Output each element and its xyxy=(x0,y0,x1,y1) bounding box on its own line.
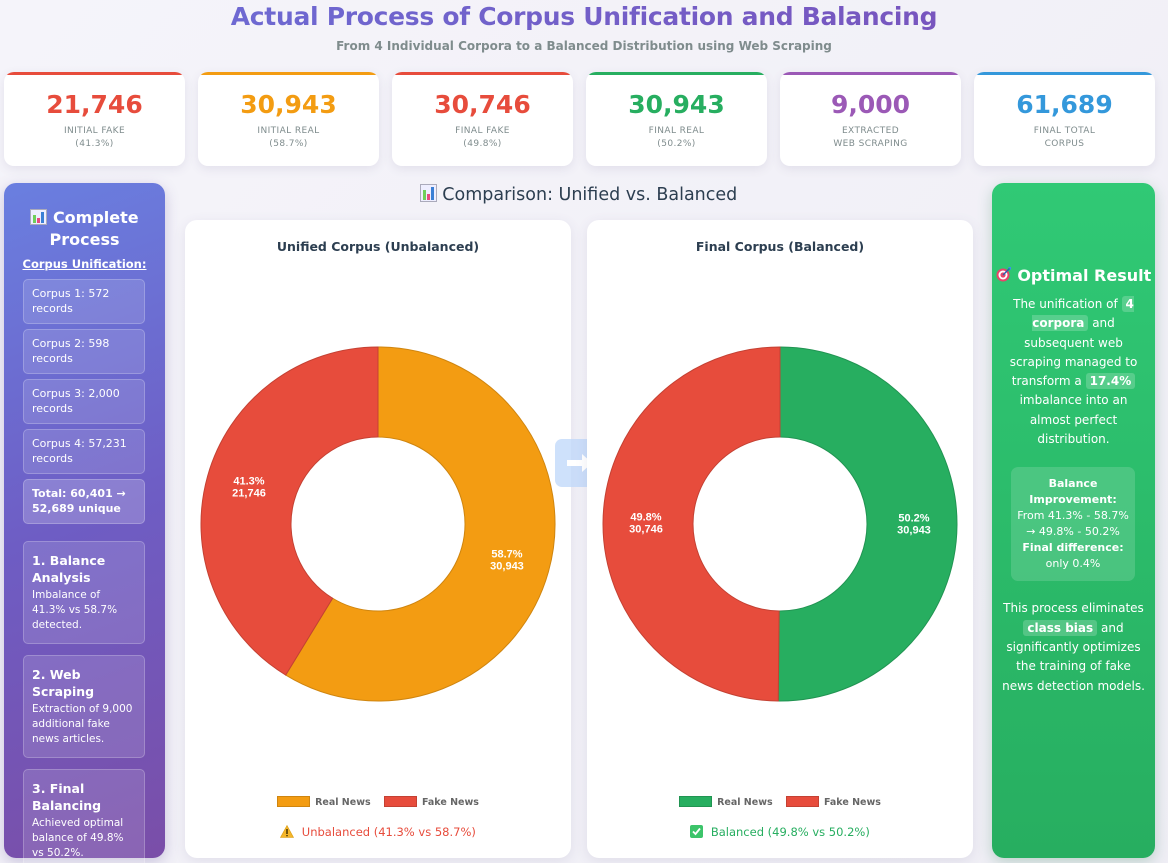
step-description: Imbalance of 41.3% vs 58.7% detected. xyxy=(32,589,118,631)
stat-card-final-real: 30,943 FINAL REAL (50.2%) xyxy=(586,72,767,166)
check-icon xyxy=(690,825,707,839)
corpus-item: Corpus 4: 57,231 records xyxy=(23,429,145,474)
donut-slice-fake-news[interactable] xyxy=(200,346,379,676)
page-title: Actual Process of Corpus Unification and… xyxy=(0,2,1168,31)
chart-legend: Real News Fake News xyxy=(587,796,973,808)
result-summary: The unification of 4 corpora and subsequ… xyxy=(1009,296,1138,447)
stat-accent-bar xyxy=(586,72,767,75)
legend-swatch xyxy=(785,796,819,807)
legend-item-real[interactable]: Real News xyxy=(679,796,773,808)
donut-slice-real-news[interactable] xyxy=(285,346,556,702)
result-title: Optimal Result xyxy=(992,265,1155,287)
stat-accent-bar xyxy=(974,72,1155,75)
corpus-item: Corpus 1: 572 records xyxy=(23,279,145,324)
donut-slice-real-news[interactable] xyxy=(777,346,958,702)
stat-card-initial-real: 30,943 INITIAL REAL (58.7%) xyxy=(198,72,379,166)
step-title: 3. Final Balancing xyxy=(32,781,102,813)
stat-accent-bar xyxy=(780,72,961,75)
difference-text: only 0.4% xyxy=(1045,557,1101,571)
chart-panel-balanced: Final Corpus (Balanced) 50.2% 30,943 49.8%… xyxy=(587,220,973,858)
process-step: 1. Balance Analysis Imbalance of 41.3% v… xyxy=(23,541,145,644)
corpus-total: Total: 60,401 → 52,689 unique xyxy=(23,479,145,524)
balance-status: Balanced (49.8% vs 50.2%) xyxy=(587,825,973,839)
chart-panel-unified: Unified Corpus (Unbalanced) 58.7% 30,943 4… xyxy=(185,220,571,858)
stats-row: 21,746 INITIAL FAKE (41.3%) 30,943 INITIA… xyxy=(4,72,1166,166)
donut-slice-fake-news[interactable] xyxy=(602,346,781,702)
stat-card-final-total: 61,689 FINAL TOTAL CORPUS xyxy=(974,72,1155,166)
balance-improvement-box: Balance Improvement: From 41.3% - 58.7% … xyxy=(1011,467,1135,582)
legend-item-real[interactable]: Real News xyxy=(277,796,371,808)
highlight-class-bias: class bias xyxy=(1023,619,1098,636)
process-panel: Complete Process Corpus Unification: Cor… xyxy=(4,183,165,863)
corpus-unification-heading: Corpus Unification: xyxy=(22,257,147,271)
stat-value: 30,943 xyxy=(628,90,725,119)
stat-label: FINAL REAL (50.2%) xyxy=(648,126,705,149)
process-title: Complete Process xyxy=(4,207,165,251)
process-step: 2. Web Scraping Extraction of 9,000 addi… xyxy=(23,655,145,758)
donut-chart-unified: 58.7% 30,943 41.3% 21,746 xyxy=(200,346,556,702)
page-subtitle: From 4 Individual Corpora to a Balanced … xyxy=(336,39,832,53)
slice-label: 49.8% 30,746 xyxy=(629,511,663,535)
chart-title: Unified Corpus (Unbalanced) xyxy=(276,239,480,254)
stat-label: INITIAL FAKE (41.3%) xyxy=(63,126,126,149)
step-description: Achieved optimal balance of 49.8% vs 50.… xyxy=(32,817,124,859)
stat-card-final-fake: 30,746 FINAL FAKE (49.8%) xyxy=(392,72,573,166)
stat-accent-bar xyxy=(392,72,573,75)
legend-item-fake[interactable]: Fake News xyxy=(785,796,881,808)
result-conclusion: This process eliminates class bias and s… xyxy=(1002,601,1145,693)
bar-chart-icon xyxy=(30,208,53,227)
warning-icon xyxy=(280,824,298,839)
improvement-label: Balance Improvement: xyxy=(1029,477,1117,507)
corpus-item: Corpus 2: 598 records xyxy=(23,329,145,374)
stat-value: 30,943 xyxy=(240,90,337,119)
slice-label: 50.2% 30,943 xyxy=(897,513,931,537)
chart-legend: Real News Fake News xyxy=(185,796,571,808)
stat-label: FINAL TOTAL CORPUS xyxy=(1033,126,1096,149)
legend-swatch xyxy=(277,796,311,807)
stat-label: INITIAL REAL (58.7%) xyxy=(257,126,320,149)
slice-label: 41.3% 21,746 xyxy=(232,476,266,500)
comparison-title: Comparison: Unified vs. Balanced xyxy=(185,184,972,205)
result-panel: Optimal Result The unification of 4 corp… xyxy=(992,183,1155,858)
stat-label: FINAL FAKE (49.8%) xyxy=(455,126,510,149)
target-icon xyxy=(996,266,1018,285)
highlight-imbalance: 17.4% xyxy=(1085,373,1136,390)
step-description: Extraction of 9,000 additional fake news… xyxy=(32,703,133,745)
stat-value: 21,746 xyxy=(46,90,143,119)
legend-swatch xyxy=(679,796,713,807)
stat-label: EXTRACTED WEB SCRAPING xyxy=(833,126,908,149)
stat-value: 9,000 xyxy=(830,90,911,119)
stat-accent-bar xyxy=(4,72,185,75)
stat-value: 61,689 xyxy=(1016,90,1113,119)
legend-swatch xyxy=(383,796,417,807)
process-step: 3. Final Balancing Achieved optimal bala… xyxy=(23,769,145,863)
balance-status: Unbalanced (41.3% vs 58.7%) xyxy=(185,824,571,839)
stat-value: 30,746 xyxy=(434,90,531,119)
stat-card-web-scraping: 9,000 EXTRACTED WEB SCRAPING xyxy=(780,72,961,166)
improvement-text: From 41.3% - 58.7% → 49.8% - 50.2% xyxy=(1017,509,1129,539)
chart-title: Final Corpus (Balanced) xyxy=(695,239,865,254)
bar-chart-icon xyxy=(419,184,443,205)
step-title: 1. Balance Analysis xyxy=(32,553,106,585)
corpus-item: Corpus 3: 2,000 records xyxy=(23,379,145,424)
difference-label: Final difference: xyxy=(1022,541,1124,555)
stat-accent-bar xyxy=(198,72,379,75)
stat-card-initial-fake: 21,746 INITIAL FAKE (41.3%) xyxy=(4,72,185,166)
donut-chart-balanced: 50.2% 30,943 49.8% 30,746 xyxy=(602,346,958,702)
legend-item-fake[interactable]: Fake News xyxy=(383,796,479,808)
slice-label: 58.7% 30,943 xyxy=(490,548,524,572)
step-title: 2. Web Scraping xyxy=(32,667,95,699)
